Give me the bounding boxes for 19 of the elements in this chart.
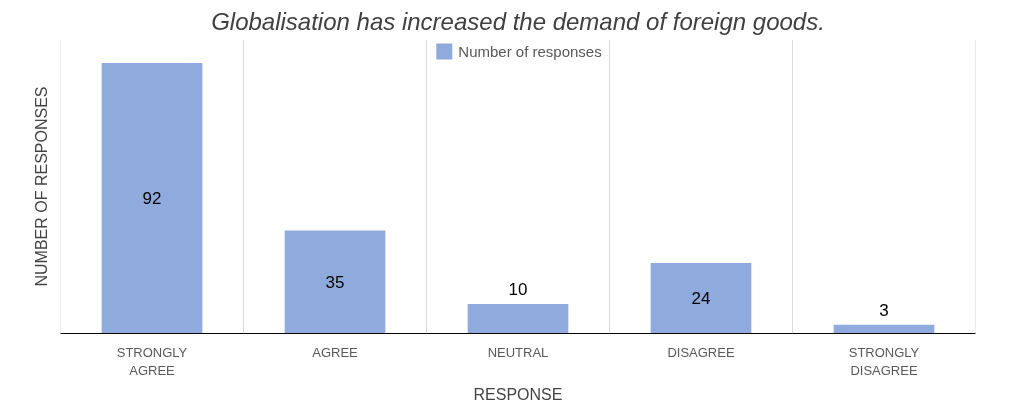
data-label: 3	[879, 300, 889, 320]
legend-label: Number of responses	[458, 42, 602, 60]
data-label: 10	[508, 280, 528, 300]
data-label: 92	[142, 189, 162, 209]
bar	[101, 63, 203, 334]
x-tick-label: STRONGLY AGREE	[116, 344, 188, 378]
x-axis-title: RESPONSE	[473, 385, 563, 403]
y-axis-title: NUMBER OF RESPONSES	[32, 86, 50, 287]
x-tick-label: AGREE	[312, 344, 359, 360]
x-tick-label: NEUTRAL	[487, 344, 549, 360]
x-tick-label: DISAGREE	[667, 344, 735, 360]
data-label: 24	[691, 289, 711, 309]
bar	[833, 324, 935, 334]
bar	[650, 262, 752, 334]
x-tick-label: STRONGLY DISAGREE	[848, 344, 920, 378]
chart-title: Globalisation has increased the demand of foreign goods.	[211, 7, 825, 35]
data-label: 35	[325, 273, 345, 293]
bar	[284, 230, 386, 334]
bar	[467, 304, 569, 334]
